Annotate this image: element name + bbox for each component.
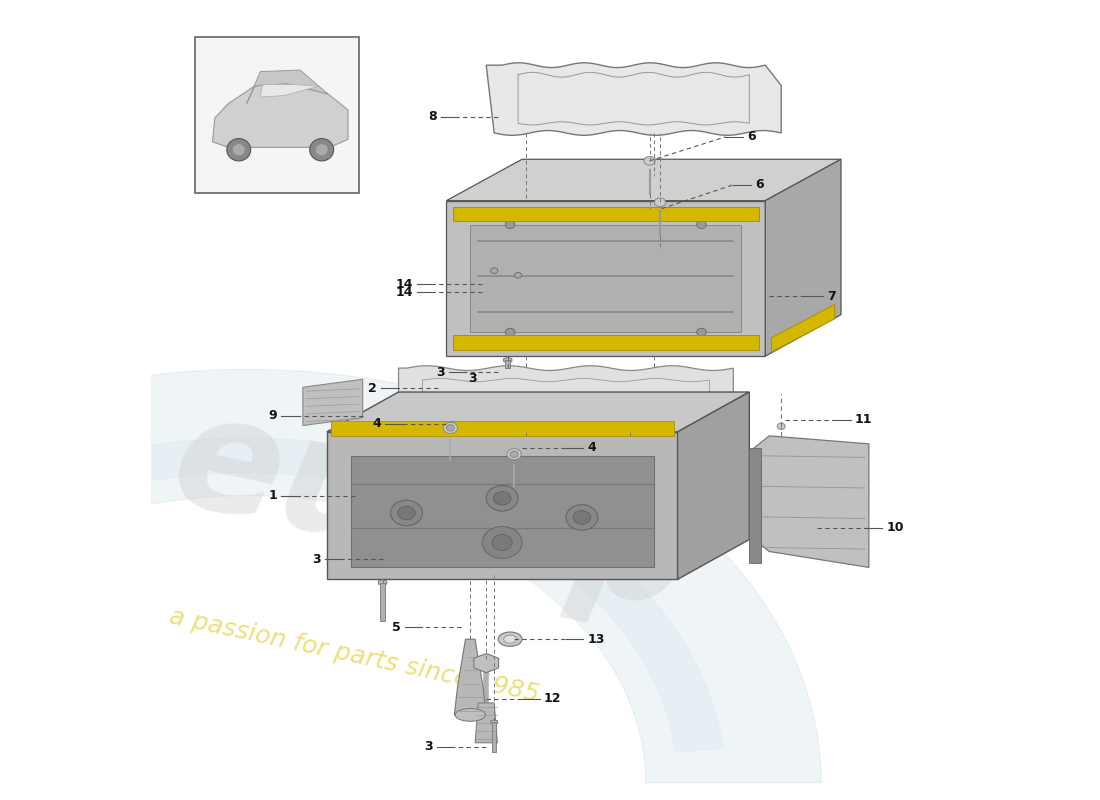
Ellipse shape <box>492 534 513 550</box>
Polygon shape <box>504 358 512 363</box>
Ellipse shape <box>573 510 591 524</box>
Ellipse shape <box>696 221 706 229</box>
Ellipse shape <box>482 526 522 558</box>
Ellipse shape <box>447 425 454 431</box>
Polygon shape <box>351 456 653 567</box>
Text: europ: europ <box>160 382 705 642</box>
Polygon shape <box>212 83 348 147</box>
Polygon shape <box>749 436 869 567</box>
Text: 3: 3 <box>425 740 432 754</box>
Text: 14: 14 <box>395 278 412 291</box>
Ellipse shape <box>645 157 656 166</box>
Bar <box>492 722 496 752</box>
Polygon shape <box>486 62 781 135</box>
Polygon shape <box>246 70 328 103</box>
Text: 3: 3 <box>312 553 321 566</box>
Text: 8: 8 <box>428 110 437 123</box>
Text: 6: 6 <box>747 130 756 143</box>
Bar <box>749 448 761 563</box>
Polygon shape <box>471 225 741 332</box>
Ellipse shape <box>494 491 510 505</box>
Polygon shape <box>475 703 497 743</box>
Text: 14: 14 <box>395 286 412 299</box>
Polygon shape <box>474 654 498 673</box>
Polygon shape <box>453 207 759 222</box>
Text: 12: 12 <box>543 693 561 706</box>
Text: 9: 9 <box>268 410 277 422</box>
Ellipse shape <box>505 221 515 229</box>
Polygon shape <box>327 392 749 432</box>
Text: 4: 4 <box>372 418 381 430</box>
Polygon shape <box>771 305 835 352</box>
Text: 7: 7 <box>826 290 835 303</box>
Ellipse shape <box>232 144 245 156</box>
Ellipse shape <box>443 422 458 434</box>
Ellipse shape <box>510 451 518 458</box>
Ellipse shape <box>507 449 521 460</box>
Ellipse shape <box>455 709 485 722</box>
Polygon shape <box>678 392 749 579</box>
Ellipse shape <box>310 138 333 161</box>
Text: 13: 13 <box>587 633 605 646</box>
Ellipse shape <box>491 268 498 274</box>
Polygon shape <box>447 201 766 356</box>
Polygon shape <box>454 639 486 715</box>
Polygon shape <box>491 720 497 725</box>
Text: 3: 3 <box>436 366 444 378</box>
Text: 3: 3 <box>468 372 476 385</box>
Bar <box>381 582 385 621</box>
Ellipse shape <box>504 635 517 643</box>
Text: 1: 1 <box>268 489 277 502</box>
Polygon shape <box>331 421 673 436</box>
Polygon shape <box>378 580 387 586</box>
Ellipse shape <box>515 273 521 278</box>
Polygon shape <box>0 438 723 752</box>
Ellipse shape <box>654 198 666 206</box>
Ellipse shape <box>505 328 515 336</box>
Polygon shape <box>261 84 319 97</box>
Text: a passion for parts since 1985: a passion for parts since 1985 <box>167 604 542 706</box>
Ellipse shape <box>390 500 422 526</box>
Ellipse shape <box>778 423 785 430</box>
Polygon shape <box>302 379 363 426</box>
Ellipse shape <box>498 632 522 646</box>
Text: 4: 4 <box>587 442 596 454</box>
Bar <box>195 38 359 193</box>
Text: 10: 10 <box>887 521 904 534</box>
Text: 5: 5 <box>393 621 400 634</box>
Polygon shape <box>447 159 842 201</box>
Ellipse shape <box>696 328 706 336</box>
Text: 2: 2 <box>368 382 377 394</box>
Ellipse shape <box>486 486 518 511</box>
Polygon shape <box>398 366 734 438</box>
Polygon shape <box>766 159 842 356</box>
Ellipse shape <box>316 144 328 156</box>
Polygon shape <box>0 370 821 782</box>
Ellipse shape <box>398 506 416 520</box>
Ellipse shape <box>565 505 597 530</box>
Text: 11: 11 <box>855 414 872 426</box>
Polygon shape <box>453 335 759 350</box>
Polygon shape <box>327 432 678 579</box>
Text: 6: 6 <box>755 178 763 191</box>
Ellipse shape <box>227 138 251 161</box>
Bar <box>505 360 510 368</box>
